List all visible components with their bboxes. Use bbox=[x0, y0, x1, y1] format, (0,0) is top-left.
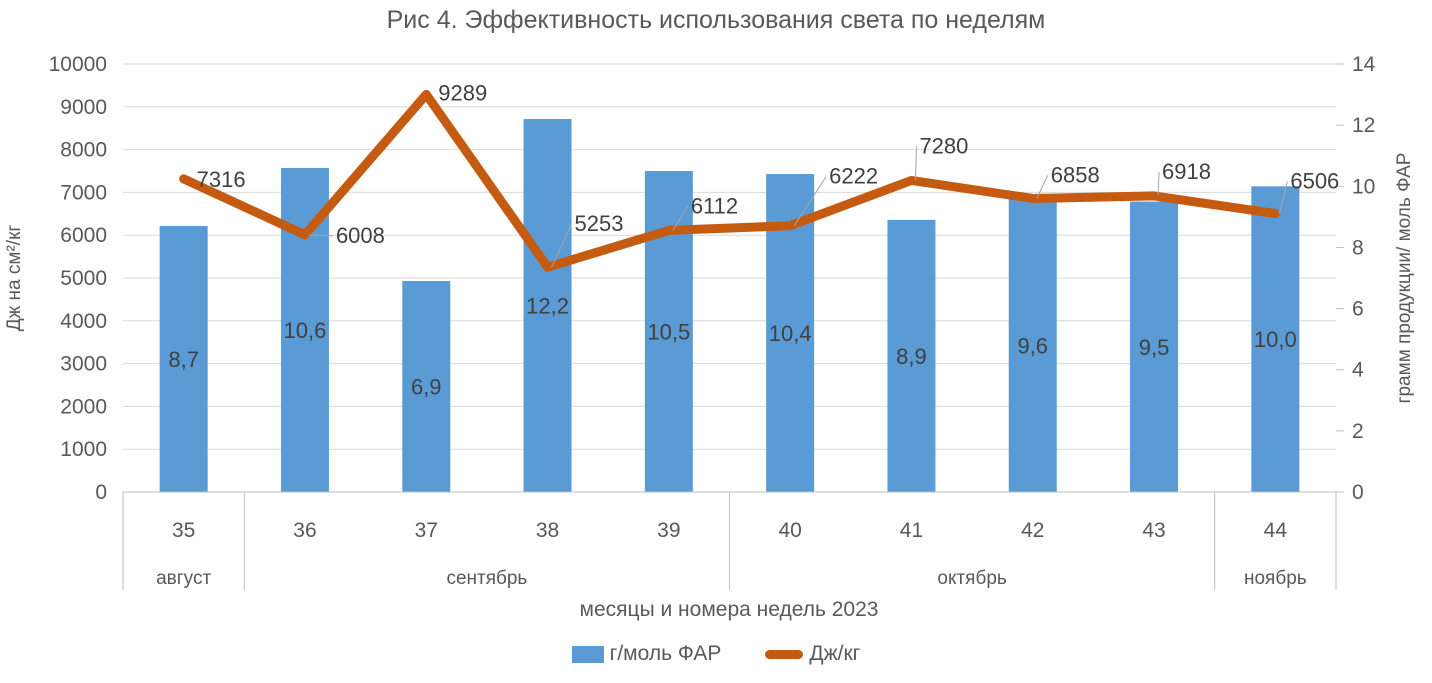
line-series bbox=[179, 89, 1280, 272]
bar-data-label: 10,6 bbox=[284, 318, 327, 343]
data-label-leader bbox=[1278, 181, 1288, 214]
right-axis-tick-label: 8 bbox=[1352, 236, 1364, 259]
legend-bar-swatch bbox=[571, 645, 604, 663]
line-data-label: 6222 bbox=[829, 164, 878, 189]
bar-data-label: 8,9 bbox=[896, 344, 927, 369]
bar-week-44 bbox=[1251, 186, 1300, 493]
plot-area: 0100020003000400050006000700080009000100… bbox=[4, 53, 1415, 590]
legend-line-swatch bbox=[765, 649, 804, 659]
legend: г/моль ФАР Дж/кг bbox=[0, 642, 1432, 666]
month-label: октябрь bbox=[937, 568, 1007, 589]
legend-item: г/моль ФАР bbox=[571, 642, 722, 666]
bar-week-38 bbox=[523, 119, 572, 493]
right-axis-tick-label: 10 bbox=[1352, 175, 1375, 198]
line-data-label: 6112 bbox=[691, 193, 738, 218]
left-axis-tick-label: 0 bbox=[95, 481, 107, 504]
line-data-label: 5253 bbox=[575, 211, 624, 236]
left-axis-tick-label: 2000 bbox=[60, 395, 107, 418]
line-data-label: 9289 bbox=[438, 80, 487, 105]
legend-label: г/моль ФАР bbox=[609, 642, 722, 665]
bar-data-label: 10,0 bbox=[1254, 327, 1297, 352]
bar-week-35 bbox=[159, 226, 208, 492]
line-data-label: 7316 bbox=[197, 167, 246, 192]
data-label-leader bbox=[308, 234, 333, 237]
legend-item: Дж/кг bbox=[765, 642, 860, 666]
data-label-leader bbox=[551, 223, 573, 268]
right-axis-tick-label: 6 bbox=[1352, 298, 1364, 321]
bar-data-label: 10,5 bbox=[647, 320, 690, 345]
left-axis-tick-label: 9000 bbox=[60, 96, 107, 119]
data-label-leader bbox=[672, 206, 689, 231]
bar-week-37 bbox=[402, 281, 451, 492]
bar-data-label: 9,6 bbox=[1017, 333, 1048, 358]
left-axis-tick-label: 10000 bbox=[49, 53, 107, 76]
line-data-label: 6918 bbox=[1162, 159, 1211, 184]
month-label: сентябрь bbox=[446, 568, 527, 589]
bar-week-43 bbox=[1130, 201, 1179, 493]
line-data-label: 6506 bbox=[1290, 169, 1339, 194]
week-label: 36 bbox=[293, 519, 316, 542]
bar-data-label: 9,5 bbox=[1139, 335, 1170, 360]
bar-week-42 bbox=[1008, 198, 1057, 492]
data-label-leader bbox=[1036, 175, 1049, 199]
week-label: 35 bbox=[172, 519, 195, 542]
bar-week-41 bbox=[887, 219, 936, 492]
left-axis-tick-label: 7000 bbox=[60, 181, 107, 204]
week-label: 44 bbox=[1264, 519, 1288, 542]
week-label: 38 bbox=[536, 519, 559, 542]
left-axis-tick-label: 4000 bbox=[60, 310, 107, 333]
week-label: 43 bbox=[1142, 519, 1165, 542]
left-axis-tick-label: 6000 bbox=[60, 224, 107, 247]
week-label: 40 bbox=[778, 519, 801, 542]
left-axis-tick-label: 8000 bbox=[60, 139, 107, 162]
legend-label: Дж/кг bbox=[809, 642, 861, 665]
bar-data-label: 8,7 bbox=[168, 347, 199, 372]
left-axis-tick-label: 3000 bbox=[60, 353, 107, 376]
right-axis-tick-label: 14 bbox=[1352, 53, 1376, 76]
right-axis-tick-label: 4 bbox=[1352, 359, 1364, 382]
right-axis-tick-label: 12 bbox=[1352, 114, 1375, 137]
bar-data-label: 12,2 bbox=[526, 294, 569, 319]
month-label: ноябрь bbox=[1244, 568, 1307, 589]
right-axis-tick-label: 0 bbox=[1352, 481, 1364, 504]
line-data-label: 6008 bbox=[336, 223, 385, 248]
left-axis-tick-label: 5000 bbox=[60, 267, 107, 290]
line-data-label: 7280 bbox=[919, 133, 968, 158]
week-label: 41 bbox=[900, 519, 923, 542]
right-axis-tick-label: 2 bbox=[1352, 420, 1364, 443]
data-label-leader bbox=[793, 176, 827, 226]
data-label-leader bbox=[914, 146, 917, 181]
left-axis-tick-label: 1000 bbox=[60, 438, 107, 461]
week-label: 37 bbox=[415, 519, 438, 542]
chart-title: Рис 4. Эффективность использования света… bbox=[386, 6, 1046, 34]
week-label: 42 bbox=[1021, 519, 1044, 542]
week-label: 39 bbox=[657, 519, 680, 542]
left-axis-title: Дж на см²/кг bbox=[4, 225, 25, 332]
bar-data-label: 10,4 bbox=[769, 321, 812, 346]
data-label-leader bbox=[1157, 171, 1160, 196]
x-axis-title: месяцы и номера недель 2023 bbox=[579, 598, 879, 621]
bar-data-label: 6,9 bbox=[411, 375, 442, 400]
month-label: август bbox=[156, 568, 211, 589]
line-data-label: 6858 bbox=[1051, 162, 1100, 187]
bar-week-39 bbox=[644, 171, 693, 492]
right-axis-title: грамм продукции/ моль ФАР bbox=[1394, 153, 1415, 404]
